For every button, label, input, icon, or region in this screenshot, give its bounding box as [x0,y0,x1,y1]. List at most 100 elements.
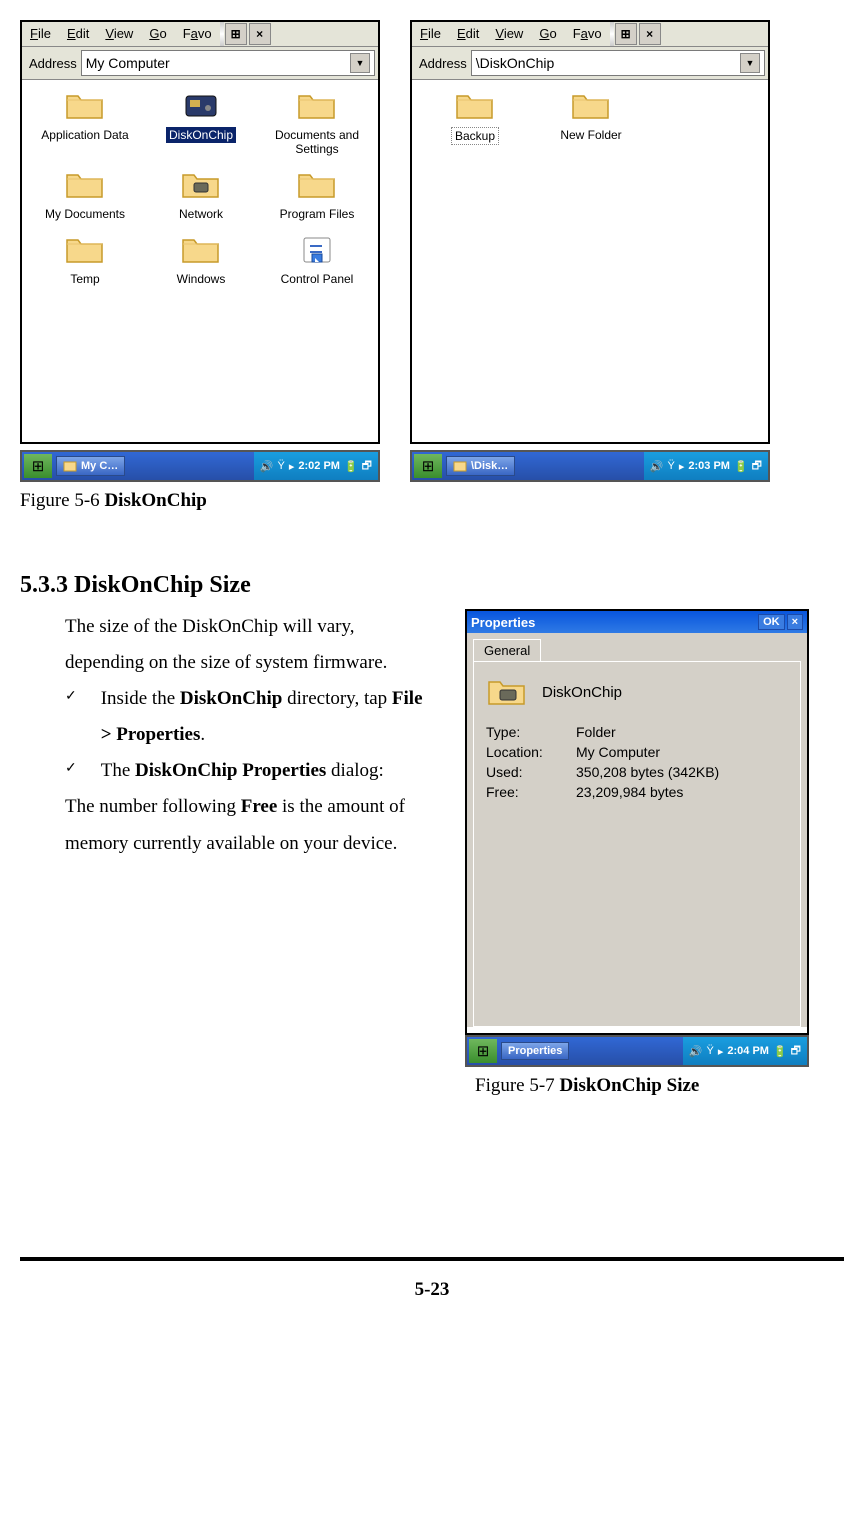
tray-icon[interactable]: 🔊 [260,460,274,473]
addressbar-1: Address My Computer ▼ [22,47,378,80]
tray-icon[interactable]: 🗗 [362,457,372,476]
address-field-2[interactable]: \DiskOnChip ▼ [471,50,765,76]
properties-title: Properties [471,615,756,630]
folder-item[interactable]: Application Data [30,88,140,157]
start-button-2[interactable]: ⊞ [414,454,442,478]
address-field-1[interactable]: My Computer ▼ [81,50,375,76]
folder-item[interactable]: New Folder [536,88,646,145]
folder-icon [296,167,338,203]
address-value: My Computer [86,55,170,71]
tray-3: 🔊 Ÿ ▸ 2:04 PM 🔋 🗗 [683,1037,807,1065]
tray-icon[interactable]: 🔊 [650,460,664,473]
clock-3: 2:04 PM [727,1045,769,1057]
window-mycomputer: File Edit View Go Favo ⊞ × Address My Co… [20,20,380,512]
menu-file[interactable]: File [412,22,449,46]
window-diskonchip: File Edit View Go Favo ⊞ × Address \Disk… [410,20,770,482]
tray-icon[interactable]: 🔋 [344,460,358,473]
section-heading: 5.3.3 DiskOnChip Size [20,572,844,599]
tray-icon[interactable]: Ÿ [668,460,675,472]
folder-label: Windows [174,271,229,287]
folder-item[interactable]: Network [146,167,256,222]
taskbar-1: ⊞ My C… 🔊 Ÿ ▸ 2:02 PM 🔋 🗗 [20,450,380,482]
properties-titlebar: Properties OK × [467,611,807,633]
clock-2: 2:03 PM [688,460,730,472]
tray-icon[interactable]: 🗗 [752,457,762,476]
folder-item[interactable]: Program Files [262,167,372,222]
tray-icon[interactable]: 🔊 [689,1045,703,1058]
ok-button[interactable]: OK [758,614,785,630]
folder-item[interactable]: DiskOnChip [146,88,256,157]
prop-type: Type:Folder [486,724,788,740]
folder-label: Documents and Settings [262,127,372,157]
task-button-3[interactable]: Properties [501,1042,569,1060]
toolbar-btn-1[interactable]: ⊞ [225,23,247,45]
folder-label: Control Panel [278,271,357,287]
close-button[interactable]: × [787,614,803,630]
folder-icon [570,88,612,124]
folder-item[interactable]: My Documents [30,167,140,222]
clock-1: 2:02 PM [298,460,340,472]
chip-icon [180,88,222,124]
address-dropdown-2[interactable]: ▼ [740,53,760,73]
close-btn-2[interactable]: × [639,23,661,45]
tray-icon[interactable]: Ÿ [278,460,285,472]
menu-view[interactable]: View [487,22,531,46]
menu-fav[interactable]: Favo [175,22,220,46]
menu-edit[interactable]: Edit [59,22,97,46]
task-button-2[interactable]: \Disk… [446,456,515,476]
menu-view[interactable]: View [97,22,141,46]
tray-arrow[interactable]: ▸ [289,460,295,473]
figure-5-6-row: File Edit View Go Favo ⊞ × Address My Co… [20,20,844,512]
icon-pane-1: Application Data DiskOnChip Documents and … [22,80,378,442]
folder-item[interactable]: Control Panel [262,232,372,287]
folder-label: Program Files [277,206,358,222]
taskbar-2: ⊞ \Disk… 🔊 Ÿ ▸ 2:03 PM 🔋 🗗 [410,450,770,482]
folder-icon [180,232,222,268]
folder-icon [64,167,106,203]
bullet-1: ✓ Inside the DiskOnChip directory, tap F… [65,681,435,753]
menu-file[interactable]: File [22,22,59,46]
task-button-1[interactable]: My C… [56,456,125,476]
toolbar-btn-2[interactable]: ⊞ [615,23,637,45]
folder-label: Network [176,206,226,222]
close-btn-1[interactable]: × [249,23,271,45]
folder-label: DiskOnChip [166,127,236,143]
page-number: 5-23 [20,1279,844,1301]
para-1: The size of the DiskOnChip will vary, de… [65,609,435,681]
tray-icon[interactable]: 🗗 [791,1042,801,1061]
menu-edit[interactable]: Edit [449,22,487,46]
start-button-1[interactable]: ⊞ [24,454,52,478]
menu-fav[interactable]: Favo [565,22,610,46]
folder-label: Temp [67,271,102,287]
properties-window-wrap: Properties OK × General DiskOnChip Type:… [465,609,809,1097]
tray-icon[interactable]: 🔋 [773,1045,787,1058]
folder-icon [64,232,106,268]
address-value: \DiskOnChip [476,55,555,71]
start-button-3[interactable]: ⊞ [469,1039,497,1063]
tab-panel: DiskOnChip Type:Folder Location:My Compu… [473,661,801,1027]
body-text: The size of the DiskOnChip will vary, de… [65,609,435,862]
check-icon: ✓ [65,753,77,789]
bullet-2: ✓ The DiskOnChip Properties dialog: [65,753,435,789]
menu-go[interactable]: Go [141,22,174,46]
folder-icon [296,88,338,124]
section-body: The size of the DiskOnChip will vary, de… [20,609,844,1097]
tray-arrow[interactable]: ▸ [679,460,685,473]
menu-go[interactable]: Go [531,22,564,46]
tray-icon[interactable]: Ÿ [707,1045,714,1057]
folder-item[interactable]: Temp [30,232,140,287]
folder-icon [454,88,496,124]
folder-item[interactable]: Windows [146,232,256,287]
folder-label: Backup [451,127,499,145]
address-dropdown-1[interactable]: ▼ [350,53,370,73]
prop-free: Free:23,209,984 bytes [486,784,788,800]
tray-arrow[interactable]: ▸ [718,1045,724,1058]
folder-item[interactable]: Documents and Settings [262,88,372,157]
tray-2: 🔊 Ÿ ▸ 2:03 PM 🔋 🗗 [644,452,768,480]
folder-icon [64,88,106,124]
figure-5-7-caption: Figure 5-7 DiskOnChip Size [475,1075,809,1097]
folder-item[interactable]: Backup [420,88,530,145]
general-tab[interactable]: General [473,639,541,661]
tray-icon[interactable]: 🔋 [734,460,748,473]
check-icon: ✓ [65,681,77,753]
